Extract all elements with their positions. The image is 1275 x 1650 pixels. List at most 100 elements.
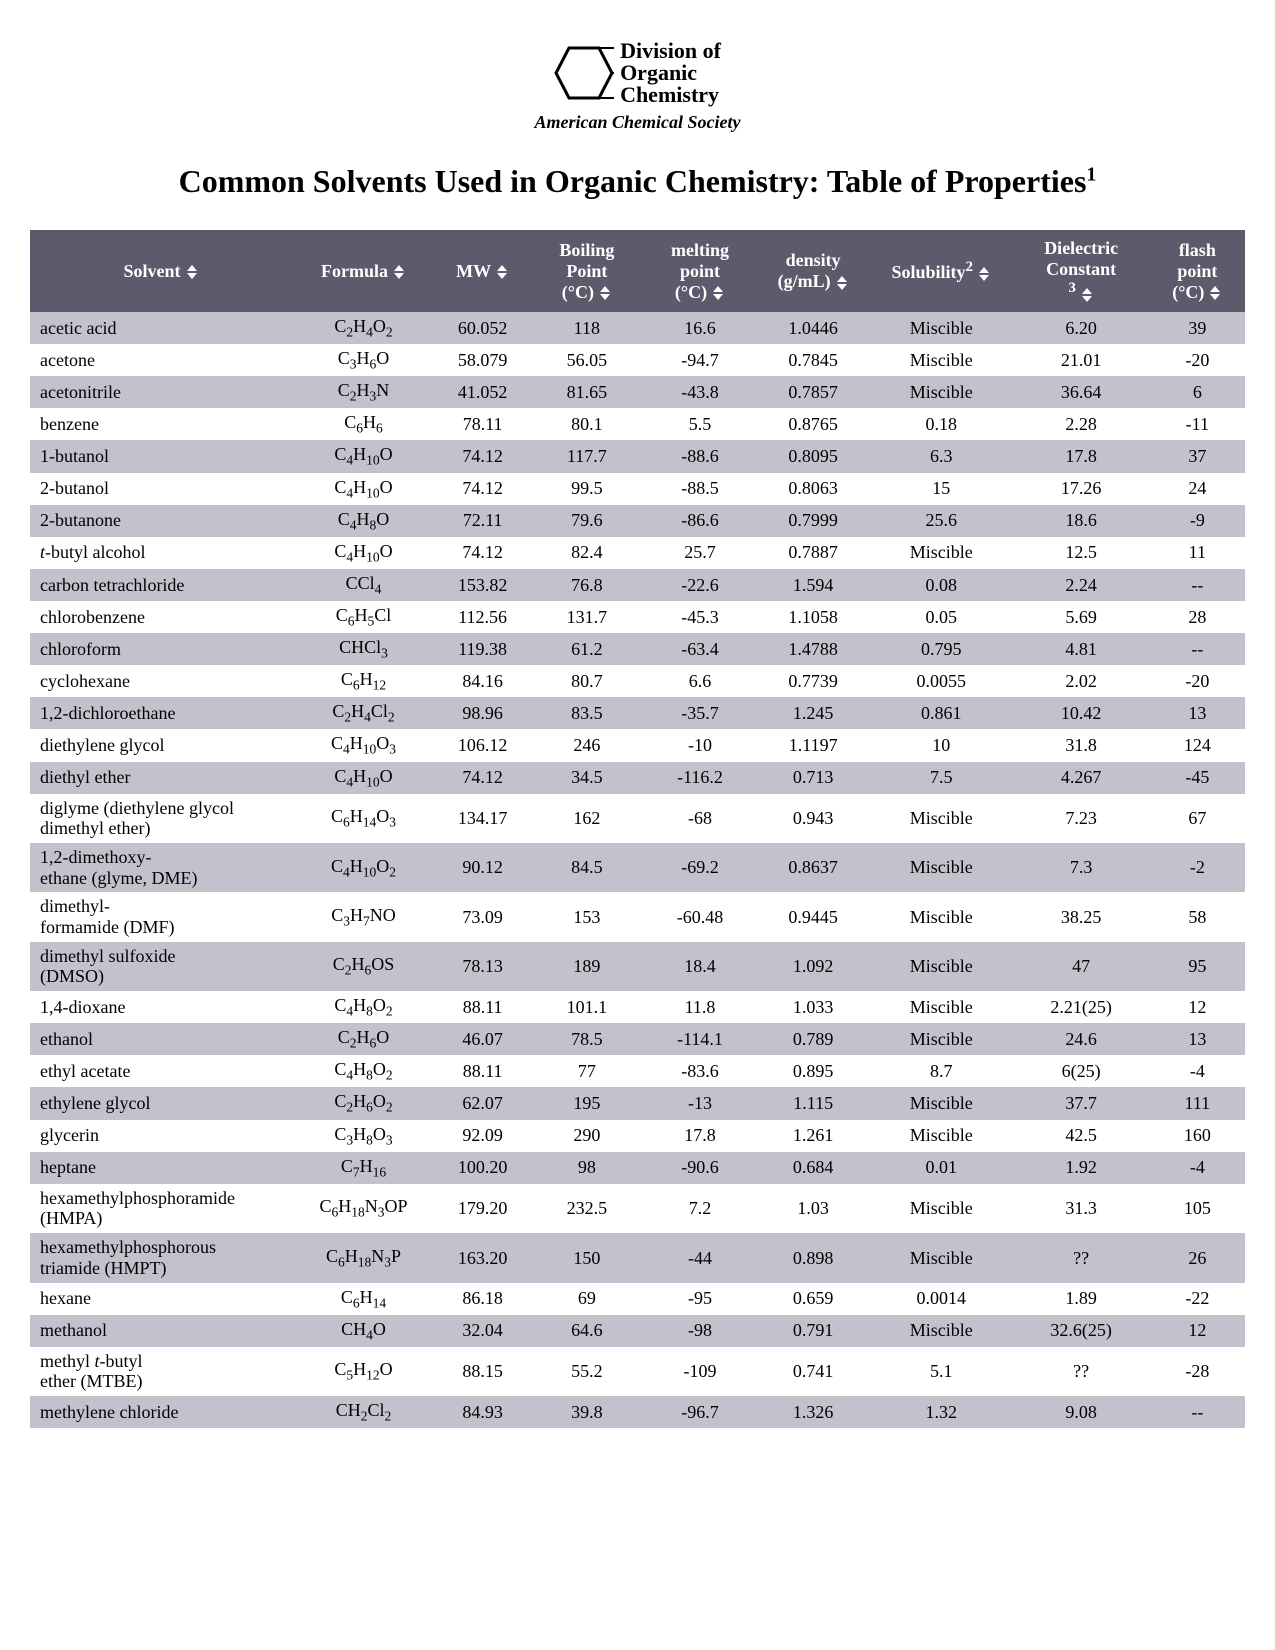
cell-dielectric: 2.24 — [1013, 569, 1150, 601]
cell-solubility: Miscible — [870, 1120, 1013, 1152]
cell-dielectric: 17.26 — [1013, 473, 1150, 505]
cell-flash: 12 — [1150, 1315, 1245, 1347]
cell-dielectric: 37.7 — [1013, 1087, 1150, 1119]
cell-dielectric: 12.5 — [1013, 537, 1150, 569]
cell-dielectric: 7.23 — [1013, 794, 1150, 843]
cell-mw: 163.20 — [435, 1233, 530, 1282]
cell-density: 0.659 — [757, 1283, 870, 1315]
sort-icon[interactable] — [711, 285, 725, 301]
table-header: Solvent Formula MWBoilingPoint(°C)meltingp… — [30, 230, 1245, 312]
cell-mw: 112.56 — [435, 601, 530, 633]
cell-bp: 69 — [530, 1283, 643, 1315]
cell-solubility: 6.3 — [870, 440, 1013, 472]
cell-flash: 13 — [1150, 1023, 1245, 1055]
column-header-dielectric[interactable]: DielectricConstant3 — [1013, 230, 1150, 312]
cell-flash: -20 — [1150, 344, 1245, 376]
cell-solubility: Miscible — [870, 376, 1013, 408]
column-header-flash[interactable]: flashpoint(°C) — [1150, 230, 1245, 312]
cell-density: 1.115 — [757, 1087, 870, 1119]
sort-icon[interactable] — [1208, 285, 1222, 301]
cell-bp: 83.5 — [530, 697, 643, 729]
table-row: chloroformCHCl3119.3861.2-63.41.47880.79… — [30, 633, 1245, 665]
solvent-properties-table: Solvent Formula MWBoilingPoint(°C)meltingp… — [30, 230, 1245, 1428]
sort-icon[interactable] — [598, 285, 612, 301]
cell-mp: 18.4 — [643, 942, 756, 991]
cell-bp: 82.4 — [530, 537, 643, 569]
cell-mw: 74.12 — [435, 762, 530, 794]
cell-bp: 131.7 — [530, 601, 643, 633]
cell-solubility: Miscible — [870, 537, 1013, 569]
cell-solubility: 5.1 — [870, 1347, 1013, 1396]
sort-icon[interactable] — [835, 275, 849, 291]
cell-mp: -35.7 — [643, 697, 756, 729]
cell-solvent: 2-butanol — [30, 473, 292, 505]
cell-density: 1.261 — [757, 1120, 870, 1152]
cell-solubility: Miscible — [870, 344, 1013, 376]
cell-bp: 77 — [530, 1055, 643, 1087]
cell-solvent: ethylene glycol — [30, 1087, 292, 1119]
table-row: acetoneC3H6O58.07956.05-94.70.7845Miscib… — [30, 344, 1245, 376]
column-header-formula[interactable]: Formula — [292, 230, 435, 312]
sort-icon[interactable] — [495, 264, 509, 280]
cell-mw: 88.11 — [435, 991, 530, 1023]
cell-density: 0.789 — [757, 1023, 870, 1055]
cell-formula: CH2Cl2 — [292, 1396, 435, 1428]
cell-bp: 76.8 — [530, 569, 643, 601]
cell-mw: 72.11 — [435, 505, 530, 537]
cell-dielectric: 6(25) — [1013, 1055, 1150, 1087]
cell-mp: -116.2 — [643, 762, 756, 794]
cell-flash: 124 — [1150, 729, 1245, 761]
cell-flash: -20 — [1150, 665, 1245, 697]
cell-solvent: dimethyl sulfoxide(DMSO) — [30, 942, 292, 991]
column-header-mw[interactable]: MW — [435, 230, 530, 312]
cell-solubility: 0.0055 — [870, 665, 1013, 697]
cell-solubility: Miscible — [870, 991, 1013, 1023]
cell-density: 1.1058 — [757, 601, 870, 633]
column-header-solubility[interactable]: Solubility2 — [870, 230, 1013, 312]
cell-bp: 117.7 — [530, 440, 643, 472]
column-header-mp[interactable]: meltingpoint(°C) — [643, 230, 756, 312]
cell-mw: 32.04 — [435, 1315, 530, 1347]
cell-mw: 78.13 — [435, 942, 530, 991]
table-row: heptaneC7H16100.2098-90.60.6840.011.92-4 — [30, 1152, 1245, 1184]
table-row: 2-butanolC4H10O74.1299.5-88.50.80631517.… — [30, 473, 1245, 505]
cell-solvent: carbon tetrachloride — [30, 569, 292, 601]
cell-solubility: 25.6 — [870, 505, 1013, 537]
cell-formula: C4H10O — [292, 473, 435, 505]
column-header-density[interactable]: density(g/mL) — [757, 230, 870, 312]
cell-solubility: 0.18 — [870, 408, 1013, 440]
sort-icon[interactable] — [185, 264, 199, 280]
cell-solvent: ethanol — [30, 1023, 292, 1055]
cell-formula: CH4O — [292, 1315, 435, 1347]
sort-icon[interactable] — [1080, 287, 1094, 303]
cell-solubility: 0.01 — [870, 1152, 1013, 1184]
cell-solvent: glycerin — [30, 1120, 292, 1152]
table-row: acetonitrileC2H3N41.05281.65-43.80.7857M… — [30, 376, 1245, 408]
table-row: diethylene glycolC4H10O3106.12246-101.11… — [30, 729, 1245, 761]
cell-solubility: 0.05 — [870, 601, 1013, 633]
cell-flash: 24 — [1150, 473, 1245, 505]
cell-dielectric: 47 — [1013, 942, 1150, 991]
cell-mw: 106.12 — [435, 729, 530, 761]
table-row: ethylene glycolC2H6O262.07195-131.115Mis… — [30, 1087, 1245, 1119]
cell-formula: C7H16 — [292, 1152, 435, 1184]
column-label: Formula — [321, 261, 388, 281]
cell-density: 0.8063 — [757, 473, 870, 505]
cell-dielectric: ?? — [1013, 1347, 1150, 1396]
cell-density: 0.8095 — [757, 440, 870, 472]
cell-dielectric: 21.01 — [1013, 344, 1150, 376]
cell-mp: 17.8 — [643, 1120, 756, 1152]
sort-icon[interactable] — [392, 264, 406, 280]
sort-icon[interactable] — [977, 266, 991, 282]
cell-density: 0.7845 — [757, 344, 870, 376]
cell-mw: 74.12 — [435, 473, 530, 505]
cell-mp: 7.2 — [643, 1184, 756, 1233]
cell-density: 0.895 — [757, 1055, 870, 1087]
cell-flash: -- — [1150, 569, 1245, 601]
column-header-bp[interactable]: BoilingPoint(°C) — [530, 230, 643, 312]
cell-mw: 88.15 — [435, 1347, 530, 1396]
cell-solvent: methyl t-butylether (MTBE) — [30, 1347, 292, 1396]
cell-flash: -11 — [1150, 408, 1245, 440]
column-header-solvent[interactable]: Solvent — [30, 230, 292, 312]
cell-flash: -- — [1150, 1396, 1245, 1428]
